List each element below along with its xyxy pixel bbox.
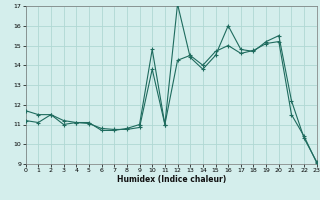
X-axis label: Humidex (Indice chaleur): Humidex (Indice chaleur) (116, 175, 226, 184)
